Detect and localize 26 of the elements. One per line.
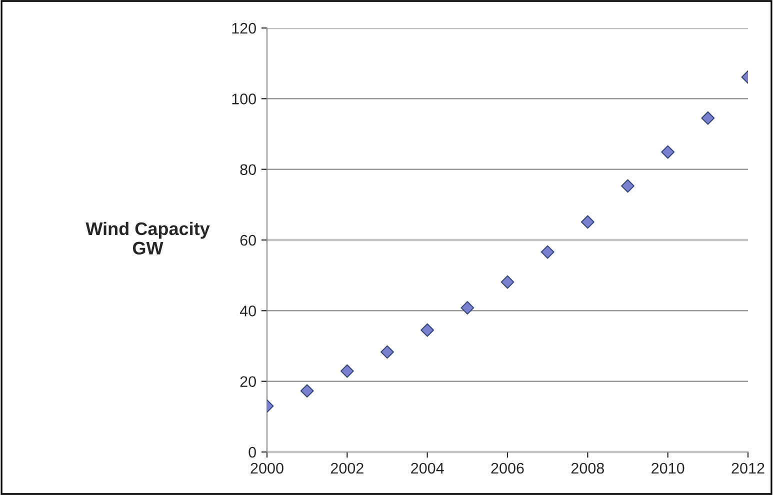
- y-tick-label: 60: [240, 234, 256, 246]
- x-tick-label: 2006: [491, 462, 524, 474]
- point: [661, 145, 675, 159]
- y-tick-label: 120: [232, 22, 256, 34]
- point: [701, 111, 715, 125]
- point: [300, 384, 314, 398]
- y-tick-label: 80: [240, 164, 256, 176]
- y-tick-label: 40: [240, 306, 256, 316]
- point: [500, 275, 514, 289]
- x-tick-label: 2010: [652, 462, 684, 474]
- point: [621, 179, 634, 193]
- x-tick-label: 2012: [732, 462, 764, 474]
- point: [540, 245, 554, 259]
- y-tick-label: 0: [248, 446, 256, 458]
- point: [460, 301, 474, 315]
- y-axis-title: Wind Capacity GW: [86, 222, 210, 255]
- point: [420, 323, 434, 337]
- point: [380, 345, 394, 359]
- x-tick-label: 2002: [330, 462, 364, 474]
- point: [340, 364, 354, 378]
- x-tick-label: 2004: [411, 462, 444, 474]
- y-tick-label: 100: [232, 94, 256, 104]
- x-tick-label: 2000: [250, 462, 284, 474]
- y-tick-label: 20: [240, 376, 256, 388]
- x-tick-label: 2008: [571, 462, 604, 474]
- point: [580, 215, 594, 229]
